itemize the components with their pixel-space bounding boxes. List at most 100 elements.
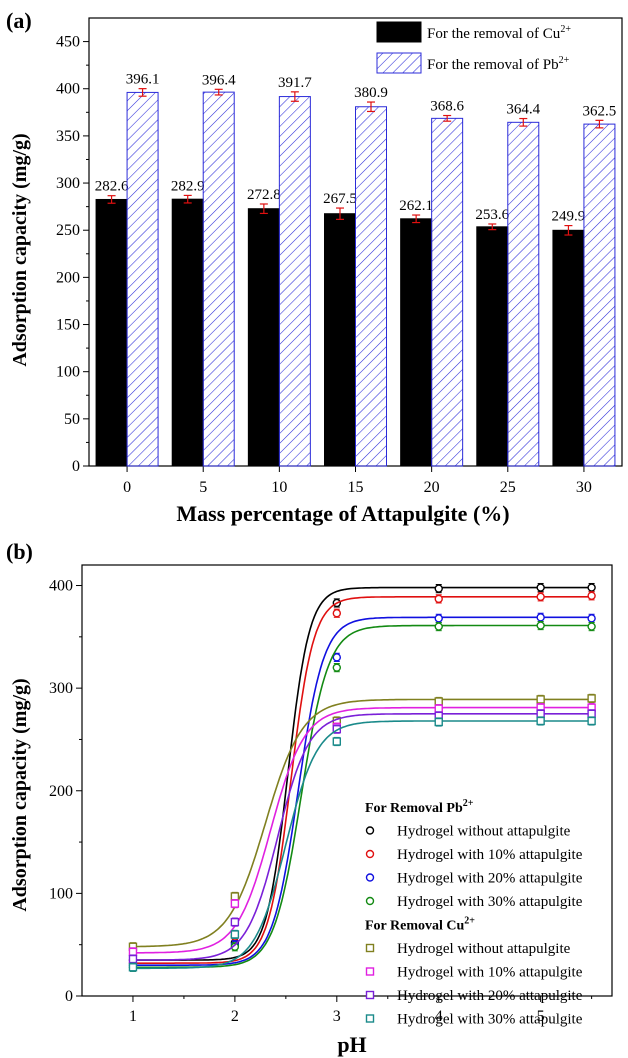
- panel-a-bar-pb: [355, 106, 387, 467]
- panel-b-data-point: [230, 892, 240, 901]
- panel-b-data-point: [434, 622, 443, 631]
- panel-b-series-line: [133, 586, 592, 961]
- panel-b-line-chart: (b) Adsorption capacity (mg/g) pH 0 100 20…: [6, 539, 613, 1057]
- panel-b-x-tick-label: 3: [333, 1008, 341, 1025]
- panel-a-data-label: 249.9: [552, 209, 586, 225]
- panel-a-legend-swatch-pb: [376, 52, 422, 74]
- panel-b-legend-label: Hydrogel with 30% attapulgite: [397, 894, 583, 910]
- panel-a-data-label: 272.8: [247, 187, 281, 203]
- panel-b-legend-label: Hydrogel without attapulgite: [397, 824, 571, 840]
- panel-b-legend-group-title: For Removal Cu2+: [365, 916, 475, 934]
- panel-b-y-tick-label: 400: [49, 578, 73, 595]
- panel-b-legend-marker: [365, 826, 375, 835]
- panel-a-data-label: 391.7: [278, 75, 312, 91]
- panel-a-data-label: 380.9: [354, 85, 388, 101]
- panel-b-series-line: [133, 616, 592, 967]
- panel-b-legend-label: Hydrogel without attapulgite: [397, 941, 571, 957]
- panel-a-bar-pb: [507, 121, 540, 467]
- panel-b-x-tick-label: 4: [435, 1008, 443, 1025]
- panel-b-y-tick-label: 100: [49, 885, 73, 902]
- panel-b-data-point: [434, 704, 443, 713]
- panel-b-legend-marker: [365, 1014, 375, 1023]
- panel-a-bar-pb: [126, 91, 159, 467]
- panel-b-data-point: [587, 709, 596, 718]
- panel-a-data-label: 368.6: [430, 99, 464, 115]
- panel-b-data-point: [536, 613, 545, 622]
- panel-b-data-point: [230, 930, 240, 939]
- panel-b-legend-marker: [365, 896, 375, 906]
- panel-b-data-point: [332, 609, 342, 618]
- panel-b-data-point: [536, 621, 545, 630]
- panel-b-data-point: [587, 622, 596, 631]
- panel-a-bar-cu: [95, 198, 128, 467]
- panel-b-x-tick-label: 1: [129, 1008, 137, 1025]
- panel-a-y-tick-label: 450: [56, 34, 80, 51]
- panel-b-data-point: [230, 899, 240, 908]
- panel-a-bar-chart: (a) Adsorption capacity (mg/g) Mass perc…: [6, 8, 623, 526]
- panel-b-data-point: [587, 716, 596, 726]
- panel-b-legend-label: Hydrogel with 20% attapulgite: [397, 988, 583, 1004]
- panel-b-data-point: [128, 963, 138, 972]
- panel-a-label: (a): [6, 8, 32, 33]
- panel-b-data-point: [434, 717, 443, 727]
- panel-b-y-tick-label: 300: [49, 680, 73, 697]
- panel-b-series-line: [133, 712, 592, 961]
- panel-a-y-tick-label: 200: [56, 269, 80, 286]
- panel-a-data-label: 253.6: [475, 207, 509, 223]
- panel-b-data-point: [587, 614, 596, 623]
- panel-b-data-point: [587, 591, 596, 600]
- panel-b-x-tick-label: 2: [231, 1008, 239, 1025]
- panel-a-data-label: 267.5: [323, 191, 357, 207]
- panel-a-x-tick-label: 0: [123, 479, 131, 496]
- panel-b-legend-label: Hydrogel with 20% attapulgite: [397, 871, 583, 887]
- panel-a-legend-swatch-cu: [376, 21, 422, 43]
- panel-a-bar-cu: [552, 229, 585, 467]
- panel-b-data-point: [536, 695, 545, 704]
- panel-b-series-line: [133, 720, 592, 970]
- panel-b-legend: For Removal Pb2+ Hydrogel without attapul…: [365, 798, 583, 1028]
- panel-a-data-label: 282.6: [95, 179, 129, 195]
- panel-b-legend-label: Hydrogel with 10% attapulgite: [397, 965, 583, 981]
- panel-b-data-point: [128, 947, 138, 957]
- panel-b-data-point: [536, 716, 545, 726]
- panel-a-y-tick-label: 350: [56, 128, 80, 145]
- panel-a-data-label: 396.4: [202, 72, 236, 88]
- panel-b-curves: [128, 582, 596, 972]
- panel-b-x-axis-title: pH: [337, 1032, 366, 1057]
- panel-a-y-tick-label: 300: [56, 175, 80, 192]
- panel-b-legend-marker: [365, 873, 375, 882]
- panel-b-y-axis-title: Adsorption capacity (mg/g): [9, 678, 31, 911]
- panel-a-y-axis-title: Adsorption capacity (mg/g): [9, 133, 31, 366]
- panel-a-data-label: 362.5: [583, 103, 617, 119]
- panel-a-bar-cu: [247, 208, 280, 467]
- panel-b-label: (b): [6, 539, 33, 564]
- panel-b-data-point: [434, 614, 443, 623]
- panel-b-legend-marker: [365, 943, 375, 953]
- panel-a-x-tick-label: 5: [199, 479, 207, 496]
- panel-a-bar-cu: [324, 213, 356, 467]
- panel-b-data-point: [230, 917, 240, 927]
- panel-a-data-label: 364.4: [506, 102, 540, 118]
- panel-a-bar-pb: [431, 117, 464, 467]
- panel-a-x-axis-title: Mass percentage of Attapulgite (%): [176, 501, 509, 526]
- panel-b-data-point: [434, 594, 443, 604]
- panel-a-legend-label: For the removal of Cu2+: [427, 24, 571, 42]
- panel-b-plot-frame: [81, 564, 613, 997]
- panel-b-legend-marker: [365, 990, 375, 1000]
- panel-b-series-line: [133, 624, 592, 969]
- panel-a-data-label: 396.1: [126, 72, 160, 88]
- panel-a-bar-pb: [583, 123, 616, 467]
- panel-a-x-tick-label: 30: [576, 479, 592, 496]
- panel-b-data-point: [536, 592, 545, 602]
- panel-b-data-point: [434, 697, 443, 706]
- panel-b-data-point: [230, 942, 240, 951]
- panel-a-y-tick-label: 50: [64, 411, 80, 428]
- panel-b-data-point: [128, 954, 138, 964]
- panel-b-data-point: [332, 737, 342, 746]
- panel-b-legend-marker: [365, 849, 375, 859]
- panel-b-y-tick-label: 0: [65, 988, 73, 1005]
- panel-a-x-tick-label: 25: [500, 479, 516, 496]
- panel-a-data-label: 262.1: [399, 198, 433, 214]
- panel-a-y-tick-label: 400: [56, 81, 80, 98]
- panel-a-y-tick-label: 250: [56, 222, 80, 239]
